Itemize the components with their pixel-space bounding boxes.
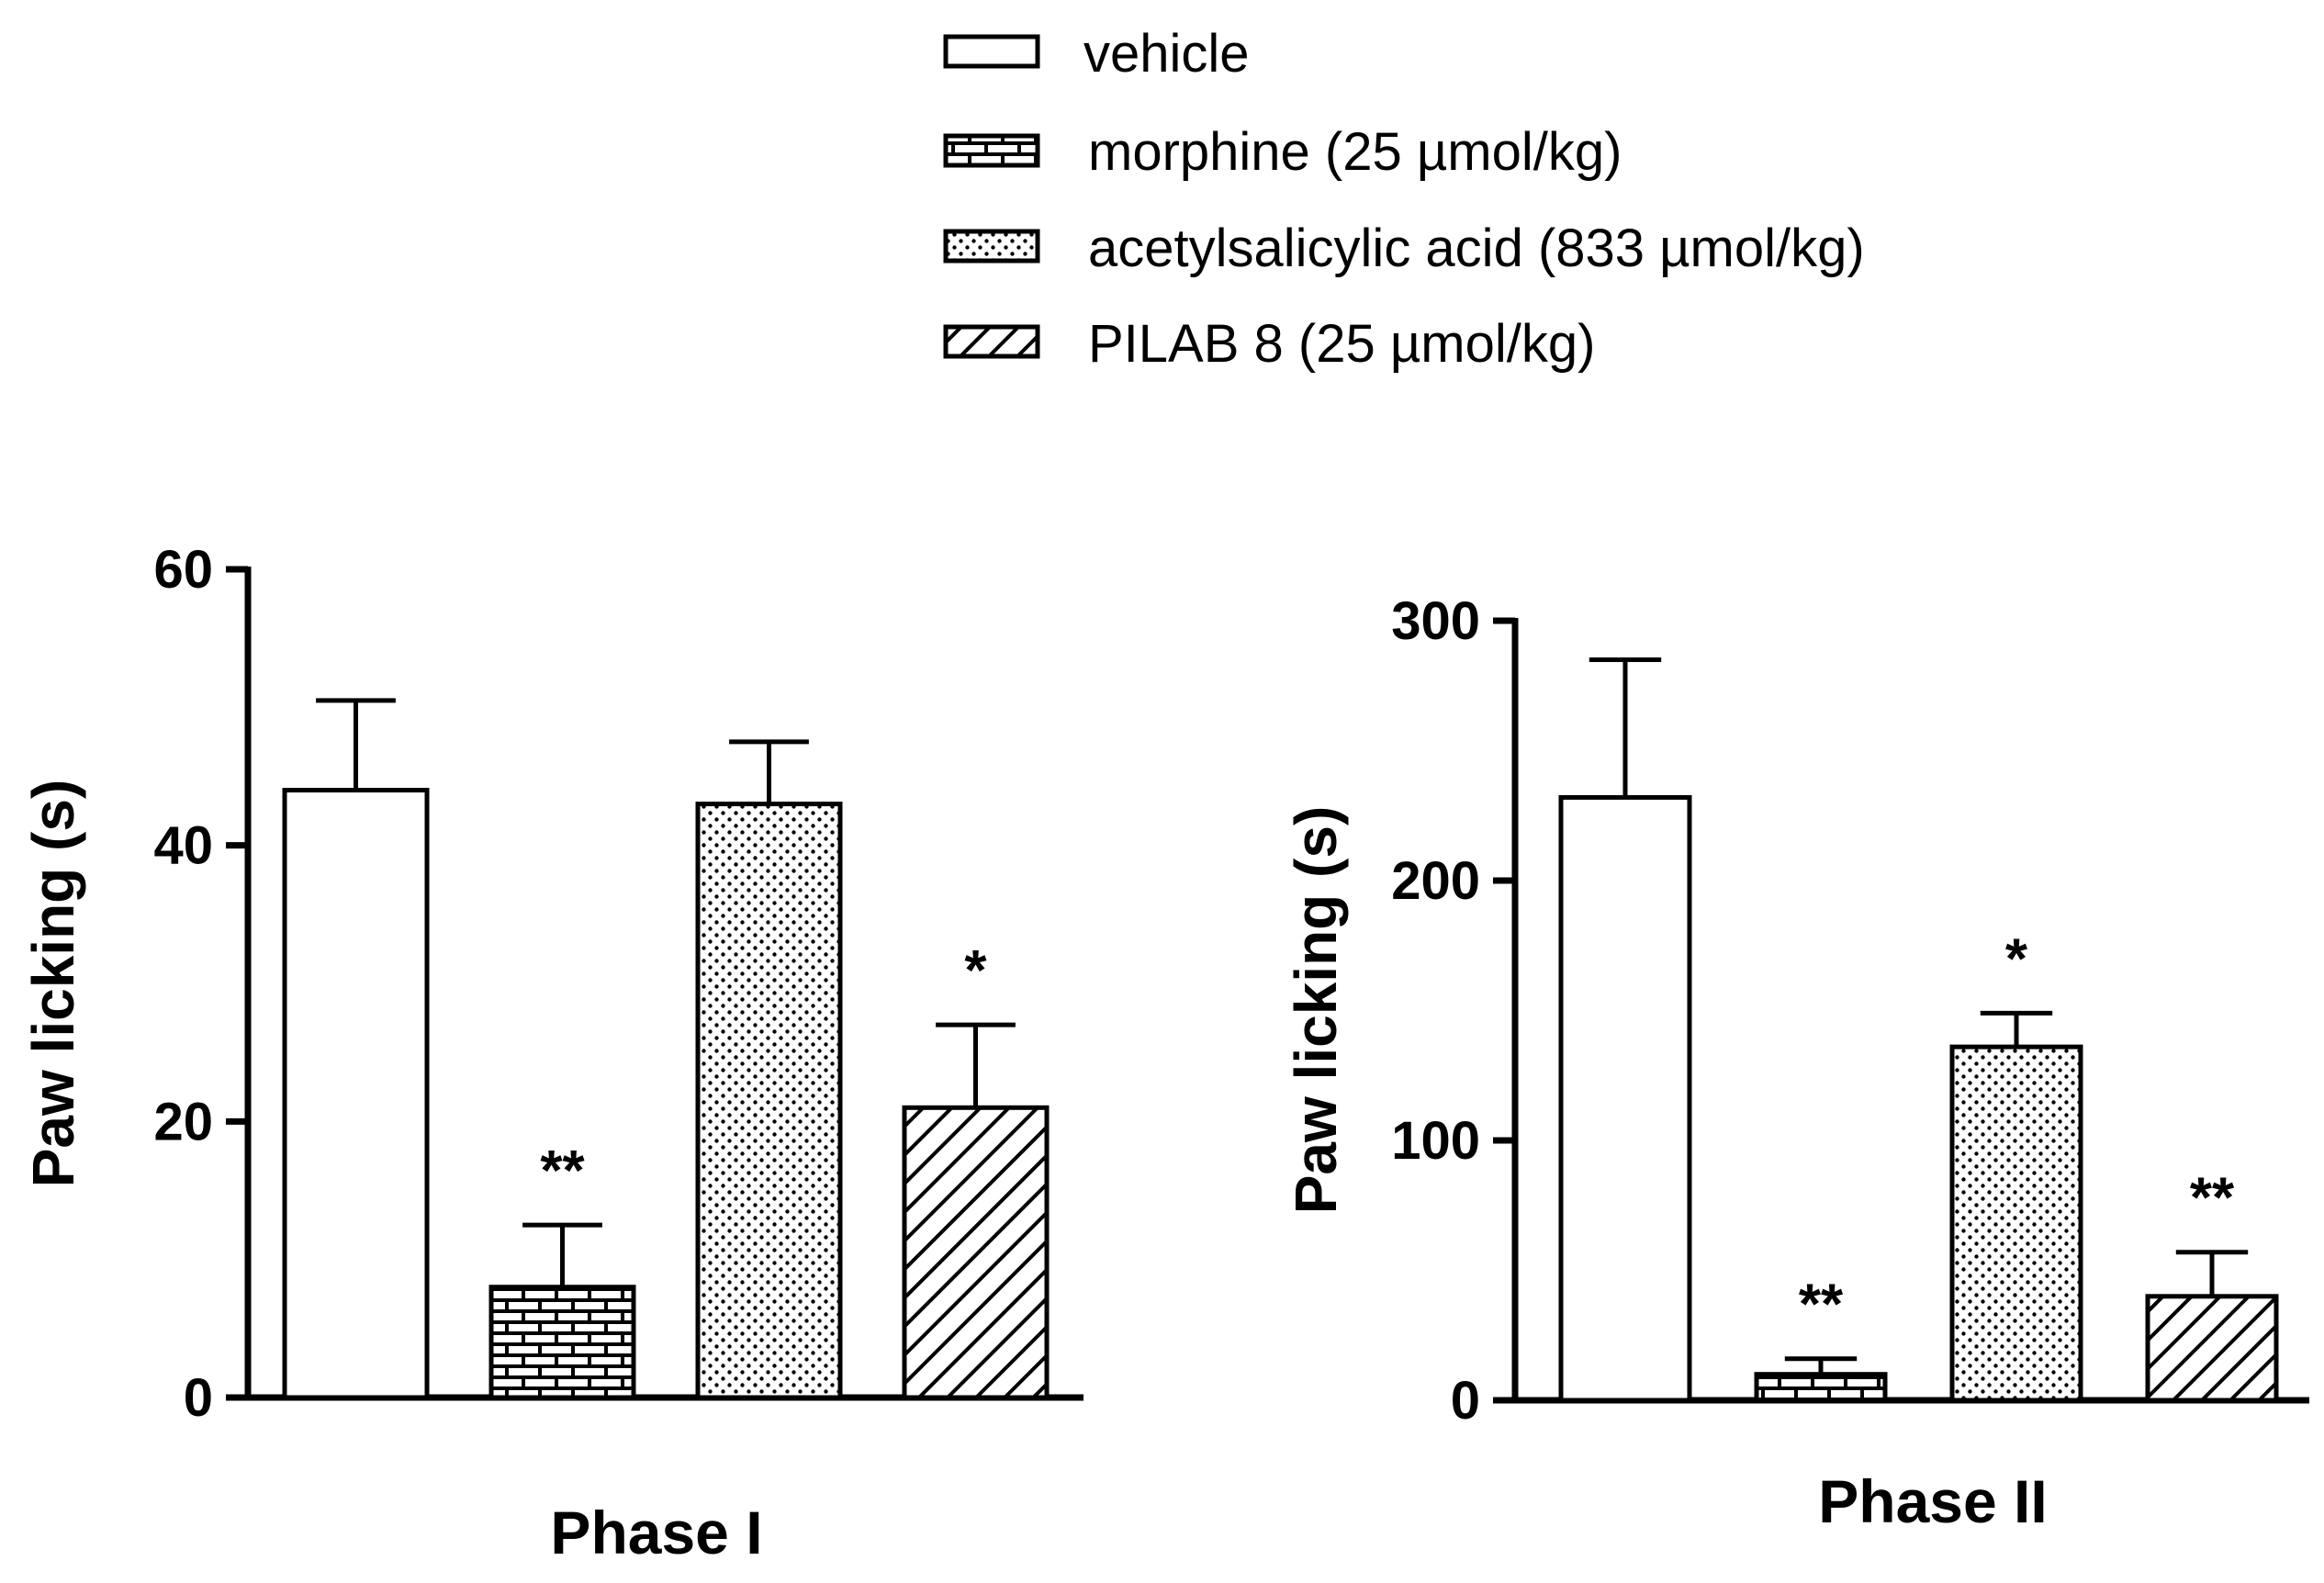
y-tick-label: 100: [1391, 1111, 1480, 1171]
legend-item-morphine: morphine (25 µmol/kg): [943, 122, 1622, 182]
significance-label-morphine: **: [1799, 1274, 1844, 1337]
significance-label-pilab-8: *: [964, 939, 987, 1003]
bar-pilab-8: [902, 1105, 1050, 1400]
bar-acetylsalicylic-acid: [695, 802, 843, 1400]
x-axis-title: Phase I: [550, 1499, 762, 1566]
legend-swatch-acetylsalicylic-acid: [943, 229, 1040, 264]
y-tick-label: 20: [153, 1092, 213, 1151]
significance-label-acetylsalicylic-acid: *: [2005, 927, 2028, 991]
bar-vehicle: [282, 788, 430, 1400]
bar-acetylsalicylic-acid: [1949, 1044, 2083, 1403]
y-axis-title: Paw licking (s): [20, 780, 86, 1188]
y-tick-label: 0: [184, 1368, 213, 1428]
x-axis-title: Phase II: [1818, 1467, 2047, 1535]
legend-label-pilab-8: PILAB 8 (25 µmol/kg): [1088, 314, 1595, 374]
bar-vehicle: [1558, 794, 1692, 1403]
legend-item-vehicle: vehicle: [943, 24, 1250, 84]
y-tick-label: 0: [1451, 1371, 1480, 1431]
y-tick-label: 60: [153, 540, 213, 600]
significance-label-morphine: **: [540, 1140, 585, 1203]
legend-label-acetylsalicylic-acid: acetylsalicylic acid (833 µmol/kg): [1088, 219, 1865, 278]
y-tick-label: 300: [1391, 591, 1480, 651]
legend-item-pilab-8: PILAB 8 (25 µmol/kg): [943, 314, 1595, 374]
legend-item-acetylsalicylic-acid: acetylsalicylic acid (833 µmol/kg): [943, 219, 1865, 278]
legend: vehicle morphine (25 µmol/kg) acetylsali…: [943, 24, 1865, 374]
bar-pilab-8: [2145, 1294, 2279, 1403]
bar-morphine: [488, 1285, 636, 1400]
legend-swatch-vehicle: [943, 34, 1040, 69]
y-axis-title: Paw licking (s): [1283, 806, 1349, 1215]
legend-label-morphine: morphine (25 µmol/kg): [1088, 122, 1622, 182]
bar-morphine: [1754, 1372, 1888, 1403]
y-tick-label: 200: [1391, 851, 1480, 911]
legend-label-vehicle: vehicle: [1083, 24, 1250, 84]
significance-label-pilab-8: **: [2190, 1167, 2235, 1230]
legend-swatch-pilab-8: [943, 324, 1040, 359]
legend-swatch-morphine: [943, 133, 1040, 168]
y-tick-label: 40: [153, 816, 213, 876]
